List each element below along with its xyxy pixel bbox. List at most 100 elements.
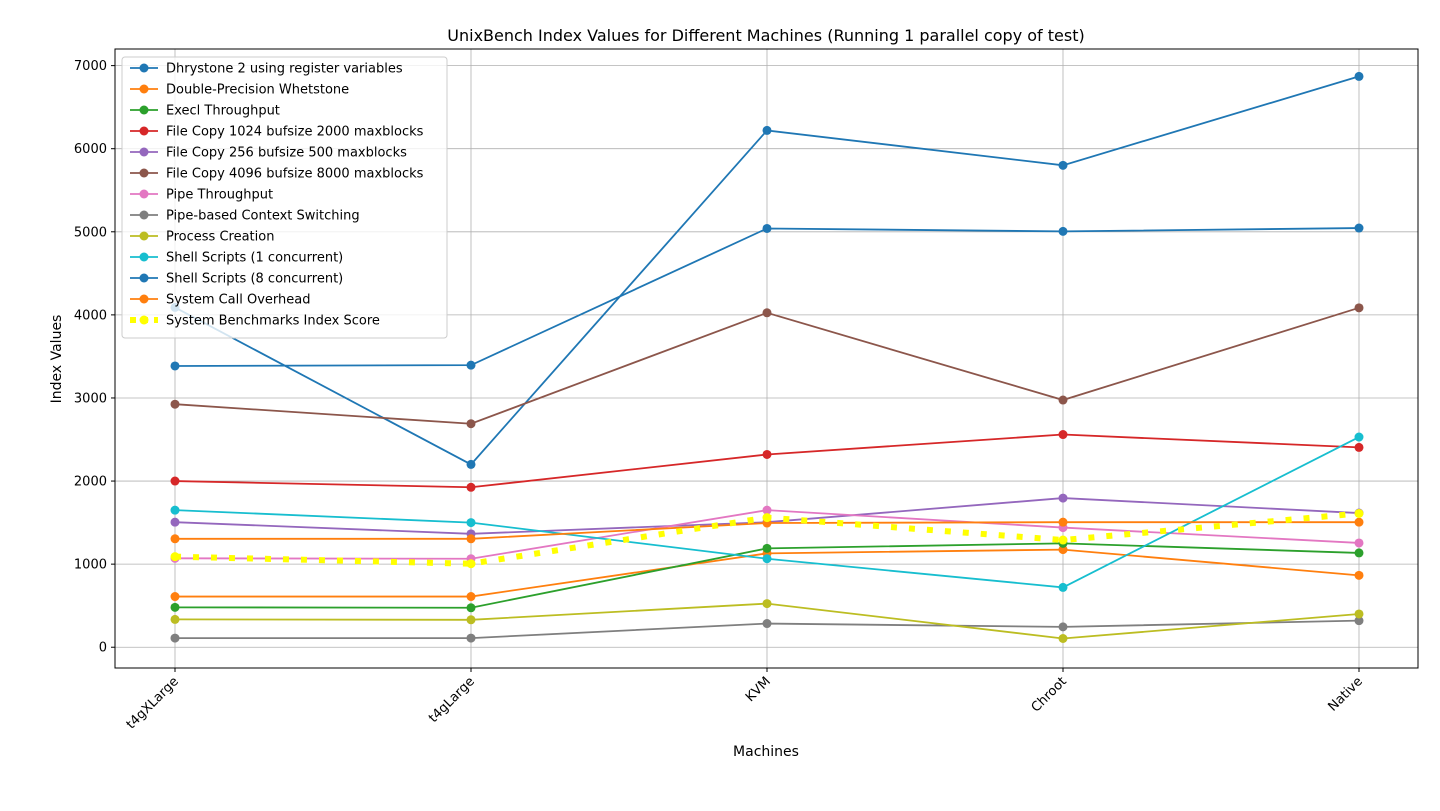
data-point xyxy=(1058,430,1068,440)
legend-item: Double-Precision Whetstone xyxy=(130,83,349,98)
series-7 xyxy=(170,616,1364,643)
data-point xyxy=(762,505,772,515)
data-point xyxy=(170,505,180,515)
legend-item: Shell Scripts (1 concurrent) xyxy=(130,251,343,266)
legend-marker xyxy=(139,63,149,73)
y-tick-label: 7000 xyxy=(74,59,107,74)
data-point xyxy=(1354,71,1364,81)
legend-label: Process Creation xyxy=(166,230,274,245)
data-point xyxy=(762,449,772,459)
series-8 xyxy=(170,599,1364,644)
legend-label: Shell Scripts (8 concurrent) xyxy=(166,272,343,287)
data-point xyxy=(1058,545,1068,555)
legend-item: Process Creation xyxy=(130,230,274,245)
data-point xyxy=(170,633,180,643)
data-point xyxy=(466,615,476,625)
y-tick-label: 5000 xyxy=(74,225,107,240)
data-point xyxy=(1058,395,1068,405)
series-5 xyxy=(170,303,1364,429)
legend-item: File Copy 4096 bufsize 8000 maxblocks xyxy=(130,167,424,182)
legend-box xyxy=(121,56,448,339)
data-point xyxy=(1354,432,1364,442)
legend-item: Dhrystone 2 using register variables xyxy=(130,62,403,77)
data-point xyxy=(1354,508,1364,518)
legend-marker xyxy=(139,84,149,94)
y-tick-label: 4000 xyxy=(74,308,107,323)
data-point xyxy=(1354,609,1364,619)
data-point xyxy=(1354,517,1364,527)
data-point xyxy=(1354,548,1364,558)
legend-label: File Copy 4096 bufsize 8000 maxblocks xyxy=(166,167,424,182)
chart-title: UnixBench Index Values for Different Mac… xyxy=(447,26,1084,45)
data-point xyxy=(1058,582,1068,592)
legend-marker xyxy=(139,252,149,262)
legend-label: Double-Precision Whetstone xyxy=(166,83,349,98)
data-point xyxy=(762,513,772,523)
legend-label: Shell Scripts (1 concurrent) xyxy=(166,251,343,266)
data-point xyxy=(1058,160,1068,170)
data-point xyxy=(1354,442,1364,452)
data-point xyxy=(1354,616,1364,626)
legend-item: Pipe-based Context Switching xyxy=(130,209,360,224)
y-axis: 0 1000 2000 3000 4000 5000 6000 7000 xyxy=(74,59,115,656)
legend-label: Pipe Throughput xyxy=(166,188,273,203)
legend-label: Dhrystone 2 using register variables xyxy=(166,62,403,77)
legend-marker xyxy=(139,315,149,325)
legend-marker xyxy=(139,147,149,157)
legend-marker xyxy=(139,294,149,304)
legend-label: Pipe-based Context Switching xyxy=(166,209,360,224)
legend-label: Execl Throughput xyxy=(166,104,280,119)
y-tick-label: 3000 xyxy=(74,391,107,406)
data-point xyxy=(170,602,180,612)
legend-item: Execl Throughput xyxy=(130,104,280,119)
data-point xyxy=(466,360,476,370)
data-point xyxy=(1354,538,1364,548)
legend-marker xyxy=(139,126,149,136)
y-tick-label: 1000 xyxy=(74,558,107,573)
legend-marker xyxy=(139,273,149,283)
data-point xyxy=(1354,223,1364,233)
series-10 xyxy=(170,223,1364,371)
data-point xyxy=(466,559,476,569)
data-point xyxy=(1058,622,1068,632)
data-point xyxy=(1058,535,1068,545)
data-point xyxy=(466,518,476,528)
data-point xyxy=(762,619,772,629)
data-point xyxy=(466,419,476,429)
data-point xyxy=(466,633,476,643)
data-point xyxy=(170,399,180,409)
series-9 xyxy=(170,432,1364,592)
legend-item: File Copy 1024 bufsize 2000 maxblocks xyxy=(130,125,424,140)
data-point xyxy=(762,223,772,233)
y-tick-label: 6000 xyxy=(74,142,107,157)
x-axis-title: Machines xyxy=(733,744,799,760)
data-point xyxy=(466,592,476,602)
legend-label: File Copy 1024 bufsize 2000 maxblocks xyxy=(166,125,424,140)
data-point xyxy=(1058,517,1068,527)
data-point xyxy=(762,308,772,318)
legend-label: System Call Overhead xyxy=(166,293,311,308)
legend-item: System Benchmarks Index Score xyxy=(130,314,380,329)
data-point xyxy=(170,592,180,602)
data-point xyxy=(1354,570,1364,580)
data-point xyxy=(170,361,180,371)
legend-label: System Benchmarks Index Score xyxy=(166,314,380,329)
data-point xyxy=(1354,303,1364,313)
series-3 xyxy=(170,430,1364,492)
legend-item: Shell Scripts (8 concurrent) xyxy=(130,272,343,287)
data-point xyxy=(762,599,772,609)
data-point xyxy=(170,552,180,562)
legend: Dhrystone 2 using register variables Doub… xyxy=(121,56,448,339)
data-point xyxy=(466,534,476,544)
data-point xyxy=(762,125,772,135)
legend-item: Pipe Throughput xyxy=(130,188,273,203)
data-point xyxy=(170,614,180,624)
legend-item: System Call Overhead xyxy=(130,293,311,308)
legend-marker xyxy=(139,189,149,199)
data-point xyxy=(1058,634,1068,644)
legend-marker xyxy=(139,168,149,178)
legend-marker xyxy=(139,231,149,241)
data-point xyxy=(170,534,180,544)
legend-marker xyxy=(139,210,149,220)
